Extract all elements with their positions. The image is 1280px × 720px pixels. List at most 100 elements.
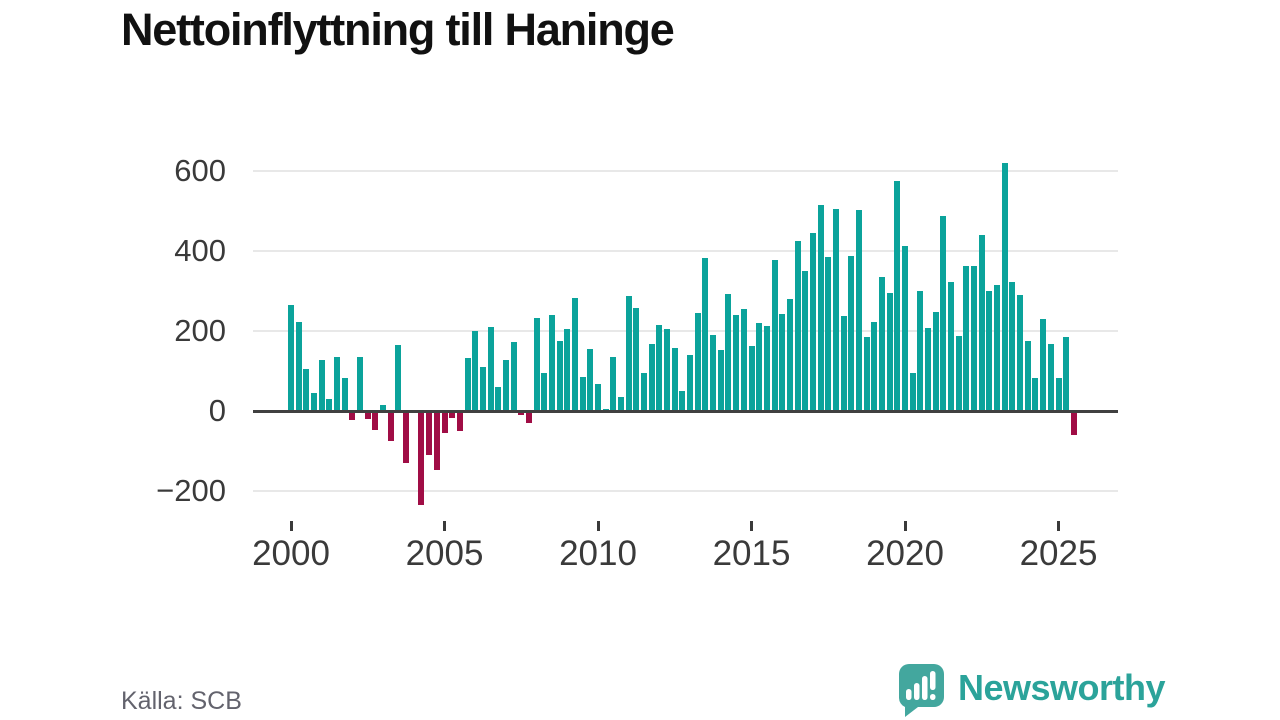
bar-2012Q2 [664,329,671,411]
bar-2003Q4 [403,411,410,463]
bar-2024Q2 [1032,378,1039,411]
gridline [253,330,1118,332]
bar-2011Q1 [625,296,632,411]
newsworthy-logo-icon [899,664,944,717]
bar-2009Q4 [587,349,594,411]
bar-2016Q3 [794,241,801,411]
bar-2017Q3 [825,256,832,411]
bar-2018Q3 [855,209,862,411]
bar-2012Q4 [679,391,686,411]
bar-2015Q3 [763,326,770,411]
bar-2023Q3 [1009,281,1016,411]
bar-2022Q4 [986,291,993,411]
bar-2021Q3 [948,281,955,411]
bar-2025Q3 [1070,411,1077,435]
bar-2023Q4 [1017,295,1024,411]
x-axis-tick [443,521,446,531]
bar-2001Q3 [334,357,341,411]
x-axis-tick-label: 2015 [712,534,791,573]
bar-2018Q2 [848,255,855,411]
bar-2019Q4 [894,181,901,411]
bar-2023Q2 [1001,163,1008,411]
bar-2022Q3 [978,235,985,411]
bar-2006Q1 [472,331,479,411]
gridline [253,490,1118,492]
bar-2014Q4 [740,308,747,411]
chart-title: Nettoinflyttning till Haninge [121,4,675,55]
bar-2004Q2 [418,411,425,505]
bar-2009Q3 [579,377,586,411]
y-axis-tick-label: 600 [174,153,226,188]
bar-2017Q2 [817,205,824,411]
bar-2016Q1 [779,313,786,411]
bar-2001Q1 [318,359,325,411]
source-label: Källa: SCB [121,687,242,715]
x-axis-tick-label: 2020 [866,534,944,573]
bar-2000Q3 [303,369,310,411]
bar-2006Q2 [479,366,486,411]
bar-2011Q4 [648,343,655,411]
bar-2003Q2 [387,411,394,441]
bar-2024Q3 [1040,319,1047,411]
bar-2021Q2 [940,215,947,411]
bar-2021Q4 [955,335,962,411]
bar-2008Q3 [548,315,555,411]
gridline [253,170,1118,172]
bar-2006Q4 [495,387,502,411]
gridline [253,250,1118,252]
bar-2023Q1 [994,284,1001,411]
x-axis-tick-label: 2010 [559,534,637,573]
bar-2008Q4 [556,340,563,411]
bar-2003Q1 [380,405,387,411]
x-axis-tick-label: 2005 [405,534,484,573]
bar-2007Q2 [510,342,517,411]
bar-2013Q2 [694,312,701,411]
bar-2011Q3 [641,373,648,411]
bar-2025Q2 [1063,337,1070,411]
bar-2001Q4 [341,378,348,411]
bar-2001Q2 [326,399,333,411]
bar-2020Q4 [925,327,932,411]
x-axis-tick [1057,521,1060,531]
bar-2005Q2 [449,411,456,419]
bar-2010Q3 [610,356,617,411]
x-axis-tick [750,521,753,531]
y-axis-tick-label: 400 [174,233,226,268]
bar-2009Q2 [571,297,578,411]
bar-2013Q1 [687,354,694,411]
y-axis-tick-label: 0 [208,393,226,428]
bar-2015Q4 [771,260,778,411]
x-axis-tick [289,521,293,531]
y-axis-tick-label: −200 [156,473,226,508]
bar-2018Q4 [863,336,870,411]
bar-2007Q1 [502,360,509,411]
bar-2013Q3 [702,257,709,411]
bar-2021Q1 [932,311,939,411]
bar-2008Q2 [541,372,548,411]
bar-2013Q4 [710,334,717,411]
bar-2002Q3 [364,411,371,419]
x-axis-tick [903,521,907,531]
bar-2015Q1 [748,345,755,411]
bar-2020Q2 [909,373,916,411]
bar-2003Q3 [395,345,402,411]
bar-2022Q1 [963,266,970,411]
bar-2016Q2 [786,298,793,411]
x-axis-tick [596,521,600,531]
y-axis-tick-label: 200 [174,313,226,348]
bar-2019Q2 [878,276,885,411]
bar-2005Q3 [456,411,463,431]
bar-2005Q4 [464,358,471,411]
bar-2011Q2 [633,308,640,411]
bar-2016Q4 [802,271,809,411]
bar-2020Q1 [902,246,908,411]
bar-2020Q3 [917,290,924,411]
bar-2017Q4 [832,209,839,411]
zero-axis-line [253,409,1118,413]
bar-2012Q1 [656,324,663,411]
bar-2010Q4 [618,397,625,411]
bar-2015Q2 [756,323,763,411]
bar-2017Q1 [809,232,816,411]
bar-2019Q3 [886,293,893,411]
